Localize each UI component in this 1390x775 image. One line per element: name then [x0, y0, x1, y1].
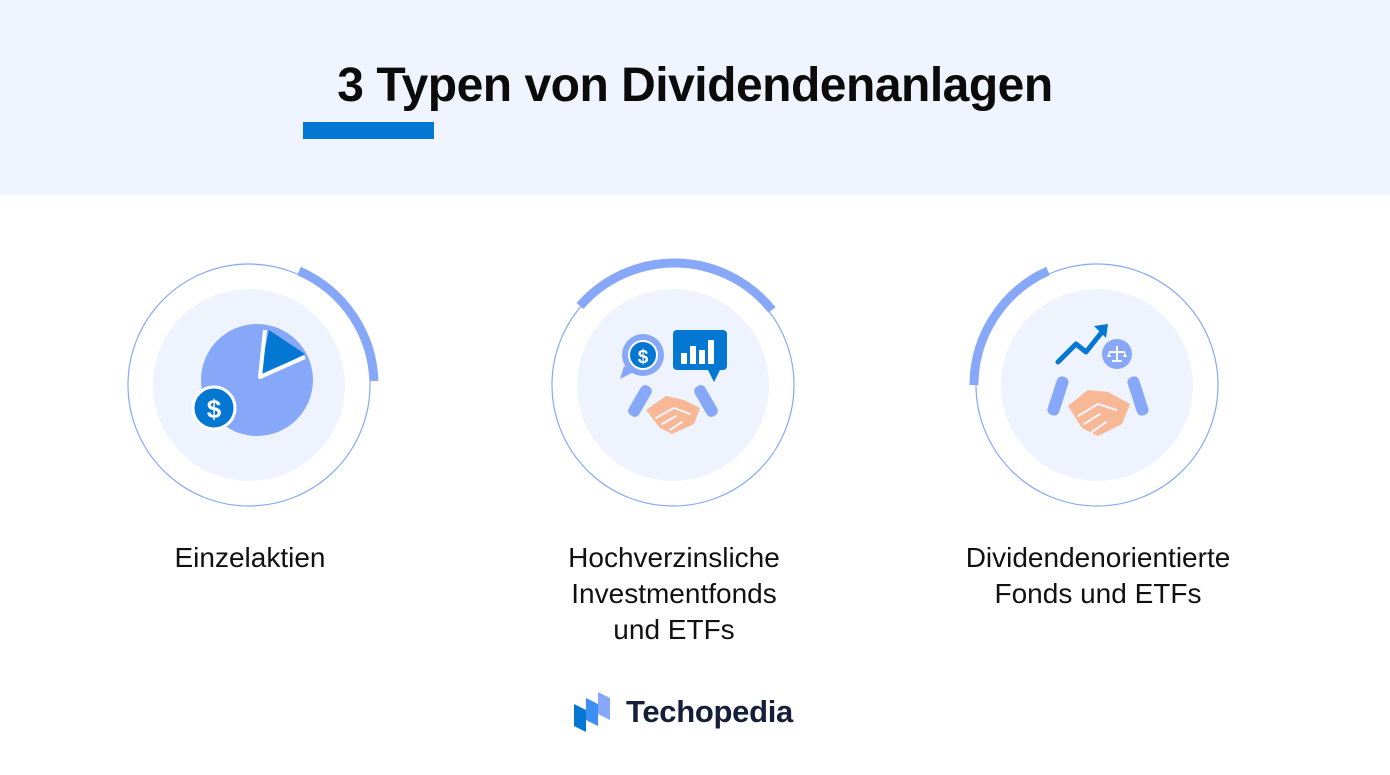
page-title: 3 Typen von Dividendenanlagen	[337, 59, 1053, 112]
card-label: Einzelaktien	[174, 542, 326, 573]
progress-ring-3	[969, 263, 1219, 507]
card-label: Hochverzinsliche Investmentfonds und ETF…	[568, 542, 780, 645]
techopedia-logo-icon	[574, 692, 610, 732]
svg-text:$: $	[638, 347, 649, 368]
progress-ring-1: $	[127, 263, 379, 507]
svg-text:$: $	[207, 394, 222, 424]
handshake-growth-scale-icon	[1047, 324, 1149, 436]
pie-chart-dollar-icon: $	[191, 324, 313, 436]
brand-name: Techopedia	[626, 694, 793, 729]
brand-logo: Techopedia	[572, 690, 793, 734]
header-band: 3 Typen von Dividendenanlagen	[0, 0, 1390, 195]
card-label: Dividendenorientierte Fonds und ETFs	[965, 542, 1231, 609]
handshake-dollar-chart-icon: $	[620, 330, 727, 434]
progress-ring-2: $	[551, 258, 795, 507]
title-underline	[303, 122, 434, 139]
